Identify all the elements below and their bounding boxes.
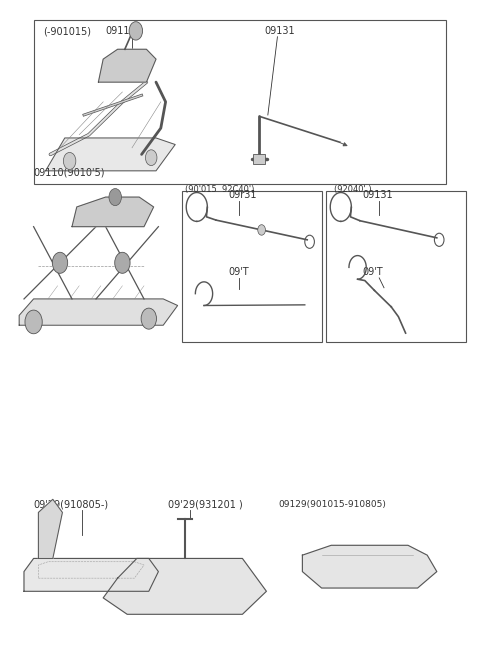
Text: 09'29(931201 ): 09'29(931201 ): [168, 499, 243, 509]
Circle shape: [52, 252, 68, 273]
Text: 09131: 09131: [362, 191, 393, 200]
Bar: [253, 154, 265, 164]
Polygon shape: [46, 138, 175, 171]
Text: 09'29(910805-): 09'29(910805-): [34, 499, 109, 509]
Bar: [182, 191, 322, 342]
Circle shape: [129, 22, 143, 40]
Circle shape: [258, 225, 265, 235]
Circle shape: [109, 189, 121, 206]
Polygon shape: [302, 545, 437, 588]
Text: (92040' ): (92040' ): [334, 185, 371, 194]
Text: 09'T: 09'T: [362, 267, 383, 277]
Polygon shape: [24, 558, 158, 591]
Bar: [326, 191, 466, 342]
Text: 09'T: 09'T: [228, 267, 249, 277]
Polygon shape: [38, 499, 62, 558]
Circle shape: [63, 152, 76, 170]
Circle shape: [145, 150, 157, 166]
Text: (90'015  92C40'): (90'015 92C40'): [185, 185, 254, 194]
Polygon shape: [19, 299, 178, 325]
Text: 09131: 09131: [264, 26, 295, 36]
Polygon shape: [72, 197, 154, 227]
Text: 09110(9010'5): 09110(9010'5): [34, 168, 105, 177]
Circle shape: [115, 252, 130, 273]
Bar: [34, 20, 446, 184]
Text: (-901015): (-901015): [43, 26, 91, 36]
Circle shape: [141, 308, 156, 329]
Text: 09129(901015-910805): 09129(901015-910805): [278, 500, 386, 509]
Text: 09r31: 09r31: [228, 191, 256, 200]
Circle shape: [25, 310, 42, 334]
Polygon shape: [103, 558, 266, 614]
Text: 09110: 09110: [106, 26, 136, 36]
Polygon shape: [98, 49, 156, 82]
